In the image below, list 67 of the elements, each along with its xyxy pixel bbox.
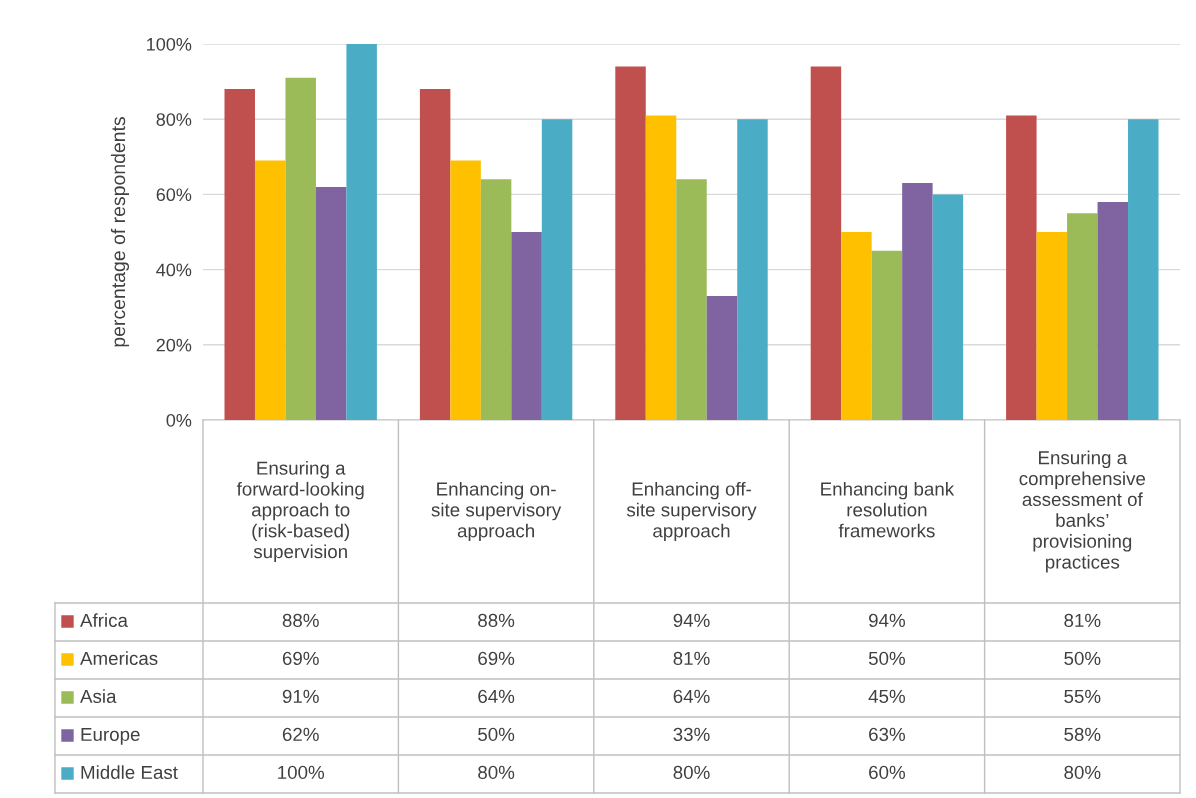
bar: [841, 232, 872, 420]
bar: [676, 179, 707, 420]
bar: [706, 295, 738, 420]
legend-label: Asia: [80, 689, 117, 704]
data-label: 63%: [869, 727, 905, 742]
data-label: 45%: [868, 689, 905, 704]
bar: [254, 160, 286, 420]
data-label: 50%: [868, 651, 905, 666]
data-label: 58%: [1064, 727, 1101, 742]
data-label: 33%: [673, 727, 710, 742]
data-label: 55%: [1064, 689, 1101, 704]
data-label: 80%: [478, 765, 515, 780]
data-label: 50%: [478, 727, 515, 742]
data-label: 100%: [278, 765, 325, 780]
data-label: 69%: [282, 651, 319, 666]
x-tick-label: Enhancing bank resolution frameworks: [821, 481, 955, 538]
y-axis-title: percentage of respondents: [110, 117, 130, 347]
legend-label: Middle East: [81, 765, 178, 780]
data-label: 64%: [673, 689, 710, 704]
bar: [615, 66, 646, 420]
bar: [1006, 115, 1037, 420]
x-tick-label: Enhancing off- site supervisory approach: [626, 481, 757, 542]
data-label: 60%: [869, 765, 905, 780]
bar: [645, 115, 677, 420]
bar: [902, 183, 933, 420]
data-label: 88%: [478, 613, 515, 628]
data-label: 94%: [869, 613, 905, 628]
bar: [419, 89, 451, 420]
bar: [480, 179, 512, 420]
data-label: 81%: [673, 651, 710, 666]
bar: [346, 44, 377, 420]
data-label: 80%: [1064, 765, 1101, 780]
data-label: 94%: [673, 613, 710, 628]
bar: [932, 194, 964, 420]
y-tick-label: 100%: [147, 37, 192, 51]
bar: [511, 232, 542, 420]
data-label: 50%: [1064, 651, 1101, 666]
y-tick-label: 20%: [156, 338, 192, 352]
data-label: 62%: [282, 727, 319, 742]
x-tick-label: Ensuring a comprehensive assessment of banks’ provisioning practices: [1019, 450, 1146, 573]
legend-label: Europe: [81, 727, 140, 745]
bar: [1128, 119, 1159, 420]
data-label: 88%: [282, 613, 319, 628]
legend-label: Americas: [80, 651, 158, 666]
y-tick-label: 0%: [166, 413, 192, 427]
legend-label: Africa: [80, 613, 128, 628]
bar: [737, 119, 768, 420]
bar: [1036, 232, 1068, 420]
y-tick-label: 40%: [156, 263, 192, 277]
x-tick-label: Ensuring a forward-looking approach to (risk-based) supervision: [236, 461, 364, 562]
bar: [541, 119, 573, 420]
data-label: 80%: [673, 765, 710, 780]
y-tick-label: 60%: [156, 188, 192, 202]
bar: [450, 160, 481, 420]
bar: [871, 250, 903, 420]
bar: [1067, 213, 1098, 420]
bar: [1097, 201, 1129, 420]
y-tick-label: 80%: [156, 113, 192, 126]
data-label: 69%: [478, 651, 515, 666]
data-label: 91%: [282, 689, 319, 704]
data-label: 64%: [478, 689, 515, 704]
bar: [285, 77, 316, 420]
bar: [224, 89, 255, 420]
bar: [810, 66, 842, 420]
data-label: 81%: [1064, 613, 1101, 628]
bar: [315, 186, 347, 420]
x-tick-label: Enhancing on- site supervisory approach: [431, 481, 562, 542]
